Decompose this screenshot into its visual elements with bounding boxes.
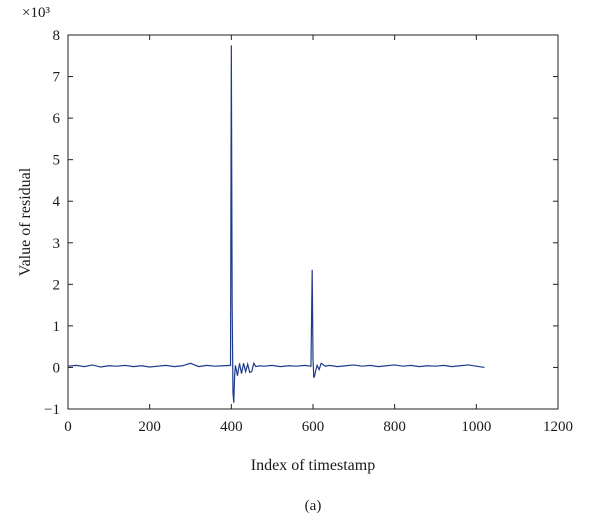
y-tick-label: 2 (53, 277, 61, 293)
y-tick-label: 4 (53, 194, 61, 210)
y-tick-label: 1 (53, 319, 61, 335)
x-tick-label: 1000 (461, 419, 491, 435)
y-axis-label: Value of residual (17, 167, 34, 276)
x-tick-label: 600 (302, 419, 325, 435)
series-line (67, 45, 485, 403)
y-tick-label: 6 (53, 111, 61, 127)
x-tick-label: 800 (383, 419, 406, 435)
y-tick-label: 0 (53, 360, 61, 376)
x-tick-label: 0 (64, 419, 72, 435)
x-axis-ticks: 0 200 400 600 800 1000 1200 (64, 35, 573, 435)
x-tick-label: 400 (220, 419, 243, 435)
x-axis-label: Index of timestamp (251, 457, 375, 474)
caption: (a) (305, 498, 322, 514)
x-tick-label: 1200 (543, 419, 573, 435)
y-tick-label: 3 (53, 236, 61, 252)
y-multiplier-label: ×10³ (22, 5, 50, 21)
y-tick-label: 7 (53, 70, 61, 86)
y-tick-label: 5 (53, 153, 61, 169)
y-tick-label: −1 (44, 402, 60, 418)
y-axis-ticks: −1 0 1 2 3 4 5 6 7 8 (44, 28, 558, 418)
y-tick-label: 8 (53, 28, 61, 44)
x-tick-label: 200 (138, 419, 161, 435)
